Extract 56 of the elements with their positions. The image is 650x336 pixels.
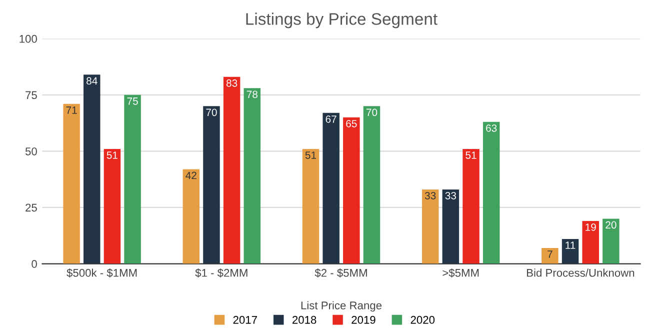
data-label: 51: [305, 152, 316, 159]
bar: [302, 148, 320, 264]
bar: [343, 117, 360, 264]
bar: [203, 106, 220, 264]
chart-title: Listings by Price Segment: [246, 12, 438, 28]
data-label: 67: [326, 115, 336, 123]
bar: [562, 238, 579, 264]
y-tick-label: 100: [20, 34, 37, 43]
bar: [244, 88, 261, 264]
bar: [482, 122, 500, 264]
bar: [602, 218, 620, 264]
x-tick-label: $1 - $2MM: [195, 268, 248, 278]
data-label: 75: [127, 98, 138, 105]
bar: [582, 220, 599, 264]
legend-label: 2018: [292, 316, 316, 324]
y-tick-label: 25: [26, 204, 37, 212]
data-label: 65: [346, 120, 357, 128]
data-label: 63: [486, 124, 497, 132]
data-label: 19: [586, 224, 596, 231]
bar: [63, 104, 80, 264]
bar: [223, 76, 240, 264]
x-tick-label: $500k - $1MM: [66, 268, 137, 278]
data-label: 51: [466, 152, 476, 159]
data-label: 71: [66, 106, 77, 114]
legend-label: 2020: [410, 316, 435, 324]
y-tick-label: 75: [26, 91, 37, 100]
data-label: 33: [424, 192, 436, 200]
bar: [462, 148, 480, 264]
bar: [182, 169, 200, 264]
x-axis-title: List Price Range: [301, 301, 382, 312]
x-tick-label: >$5MM: [442, 268, 479, 278]
y-tick-label: 0: [32, 260, 37, 268]
data-label: 51: [106, 152, 118, 159]
bar: [442, 189, 460, 264]
bar: [363, 106, 380, 264]
legend-label: 2017: [233, 316, 257, 324]
bar: [104, 148, 121, 264]
data-label: 33: [445, 192, 456, 200]
data-label: 83: [226, 79, 238, 87]
bar: [124, 94, 141, 264]
data-label: 20: [606, 221, 616, 229]
data-label: 11: [566, 242, 576, 249]
legend-label: 2019: [352, 316, 376, 324]
x-tick-label: Bid Process/Unknown: [527, 268, 634, 277]
bar: [422, 189, 439, 264]
data-label: 7: [548, 250, 552, 258]
x-tick-label: $2 - $5MM: [314, 268, 367, 278]
data-label: 78: [246, 90, 258, 98]
bar: [542, 248, 558, 264]
bar: [322, 112, 340, 264]
data-label: 70: [366, 108, 378, 116]
data-label: 70: [206, 108, 217, 116]
y-tick-label: 50: [25, 147, 37, 156]
data-label: 84: [86, 77, 98, 85]
bar: [84, 74, 100, 264]
data-label: 42: [186, 172, 196, 180]
